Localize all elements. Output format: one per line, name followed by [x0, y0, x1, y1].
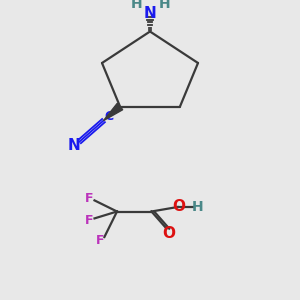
Text: O: O [162, 226, 175, 242]
Text: F: F [96, 234, 104, 247]
Text: H: H [192, 200, 203, 214]
Text: N: N [144, 6, 156, 21]
Text: H: H [159, 0, 170, 11]
Text: O: O [172, 199, 186, 214]
Text: F: F [85, 214, 94, 227]
Text: C: C [104, 110, 113, 123]
Text: N: N [68, 138, 81, 153]
Text: F: F [85, 192, 94, 205]
Polygon shape [103, 103, 123, 121]
Text: H: H [131, 0, 142, 11]
